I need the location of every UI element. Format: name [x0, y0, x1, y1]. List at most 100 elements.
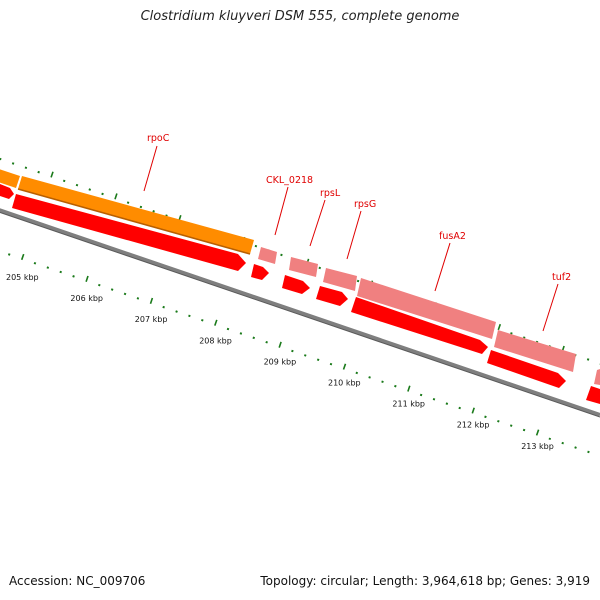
ruler-label: 211 kbp: [392, 400, 425, 409]
minor-tick: [458, 406, 461, 410]
minor-tick: [381, 380, 384, 384]
minor-tick: [110, 288, 114, 291]
ruler-label: 212 kbp: [457, 421, 490, 430]
gene-arrow-rpsG[interactable]: [316, 286, 348, 306]
gene-label-tuf2[interactable]: tuf2: [552, 272, 571, 283]
genome-info-text: Topology: circular; Length: 3,964,618 bp…: [260, 574, 590, 588]
gene-label-rpsG[interactable]: rpsG: [354, 199, 376, 210]
major-tick: [278, 341, 282, 348]
minor-tick: [587, 450, 590, 454]
map-title: Clostridium kluyveri DSM 555, complete g…: [140, 9, 460, 24]
minor-tick: [139, 205, 143, 209]
minor-tick: [355, 371, 359, 375]
minor-tick: [152, 210, 155, 213]
minor-tick: [101, 192, 104, 196]
minor-tick: [586, 358, 590, 361]
gene-label-CKL_0218[interactable]: CKL_0218: [266, 175, 313, 186]
minor-tick: [136, 297, 140, 300]
gene-arrow-CKL_0218[interactable]: [251, 264, 269, 280]
operon-bar-rpoC[interactable]: [18, 176, 254, 254]
gene-track: [0, 184, 600, 404]
minor-tick: [497, 419, 500, 423]
major-tick: [50, 171, 54, 178]
leader-line-rpsL: [309, 199, 326, 247]
minor-tick: [445, 402, 449, 405]
major-tick: [85, 275, 89, 282]
minor-tick: [123, 292, 127, 296]
minor-tick: [7, 253, 11, 256]
major-tick: [149, 297, 154, 304]
leader-line-fusA2: [434, 242, 451, 292]
minor-tick: [509, 424, 513, 427]
minor-tick: [303, 354, 307, 357]
major-tick: [407, 385, 411, 392]
gene-arrow-tuf2[interactable]: [487, 350, 566, 388]
minor-tick: [59, 270, 62, 274]
minor-tick: [33, 261, 37, 265]
ruler-label: 207 kbp: [135, 315, 168, 324]
protein-bar-tuf2[interactable]: [494, 330, 576, 372]
genome-backbone: [0, 208, 600, 418]
minor-tick: [0, 157, 2, 161]
major-tick: [535, 429, 540, 436]
minor-tick: [574, 446, 577, 449]
minor-tick: [239, 332, 243, 335]
minor-tick: [484, 415, 487, 419]
minor-tick: [394, 384, 397, 388]
protein-track: [258, 247, 600, 385]
operon-bar-left[interactable]: [0, 166, 20, 188]
leader-line-tuf2: [542, 283, 559, 332]
major-tick: [20, 253, 25, 261]
gene-arrow-rpsL[interactable]: [282, 275, 310, 294]
major-tick: [342, 363, 347, 370]
leader-line-rpoC: [143, 145, 158, 192]
ruler-label: 209 kbp: [264, 357, 297, 366]
minor-tick: [548, 437, 552, 441]
leader-line-CKL_0218: [274, 186, 289, 236]
minor-tick: [510, 332, 513, 335]
minor-tick: [175, 310, 178, 313]
minor-tick: [46, 266, 50, 269]
minor-tick: [356, 279, 360, 283]
minor-tick: [432, 397, 436, 401]
minor-tick: [561, 441, 564, 445]
minor-tick: [368, 376, 371, 379]
major-tick: [214, 319, 218, 326]
gene-label-fusA2[interactable]: fusA2: [439, 231, 466, 242]
protein-bar-CKL_0218[interactable]: [258, 247, 277, 264]
protein-bar-rpsL[interactable]: [289, 257, 318, 277]
minor-tick: [522, 428, 526, 432]
gene-arrow-fusA2[interactable]: [351, 297, 488, 354]
minor-tick: [201, 318, 204, 322]
ruler-label: 208 kbp: [199, 336, 232, 345]
minor-tick: [265, 340, 268, 344]
protein-bar-fusA2[interactable]: [357, 278, 496, 339]
gene-arrow-rpoC[interactable]: [12, 194, 246, 271]
operon-track: [0, 166, 254, 255]
major-tick: [497, 323, 502, 331]
protein-bar-right[interactable]: [594, 369, 600, 385]
inner-tick-ring: 205 kbp 206 kbp 207 kbp 208 kbp 209 kbp 210 k…: [6, 253, 590, 454]
ruler-label: 213 kbp: [521, 442, 554, 451]
minor-tick: [72, 275, 75, 278]
minor-tick: [252, 336, 256, 340]
minor-tick: [316, 358, 320, 362]
minor-tick: [291, 349, 294, 353]
minor-tick: [162, 305, 165, 309]
minor-tick: [318, 266, 322, 270]
minor-tick: [24, 166, 28, 170]
major-tick: [114, 193, 118, 200]
protein-bar-rpsG[interactable]: [323, 268, 357, 291]
gene-arrow-right[interactable]: [586, 386, 600, 404]
minor-tick: [126, 201, 130, 204]
minor-tick: [254, 244, 258, 248]
gene-label-rpsL[interactable]: rpsL: [320, 188, 341, 199]
ruler-label: 205 kbp: [6, 273, 39, 282]
leader-line-rpsG: [346, 210, 362, 260]
gene-arrow-left[interactable]: [0, 184, 14, 199]
gene-label-rpoC[interactable]: rpoC: [147, 133, 170, 144]
minor-tick: [226, 327, 230, 331]
minor-tick: [11, 162, 15, 165]
minor-tick: [419, 393, 423, 397]
